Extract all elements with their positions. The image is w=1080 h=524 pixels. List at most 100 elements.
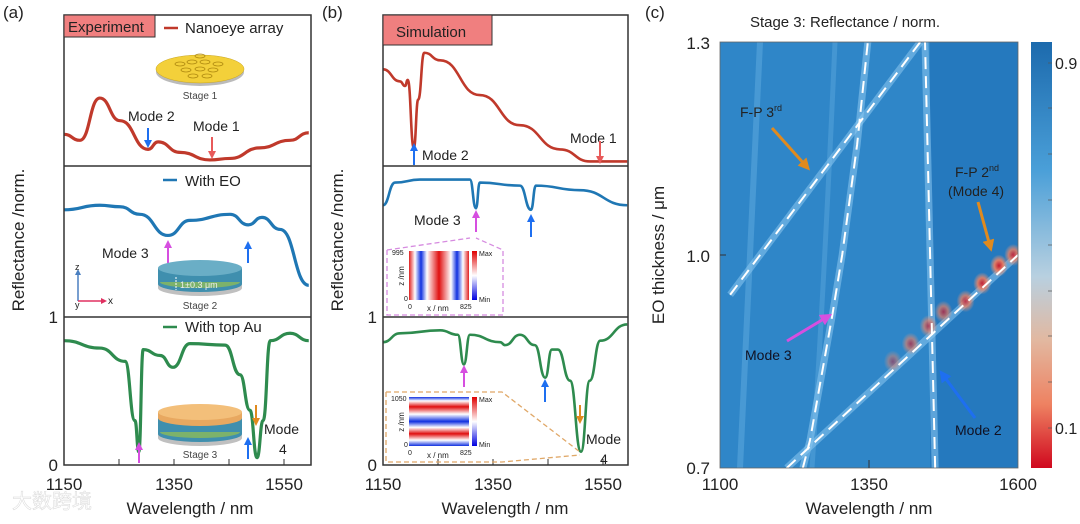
- y-axis-label: EO thickness / μm: [649, 186, 668, 324]
- ytick-0: 0: [49, 456, 58, 475]
- axis-z-label: z: [75, 262, 80, 272]
- y-axis-label: Reflectance /norm.: [9, 169, 28, 312]
- legend-eo: With EO: [185, 173, 241, 190]
- panel-b: Simulation Mode 2 Mode 1 Mode 3 995 0 0 …: [328, 14, 629, 518]
- stage3-illustration: [158, 404, 242, 446]
- inset-xlabel: x / nm: [427, 304, 449, 313]
- stage2-illustration: [158, 260, 242, 296]
- experiment-tag-text: Experiment: [68, 19, 145, 36]
- xtick-label: 1350: [155, 475, 193, 494]
- inset-xmax: 825: [460, 304, 472, 311]
- inset-xmax: 825: [460, 450, 472, 457]
- inset-xlabel: x / nm: [427, 451, 449, 460]
- colorbar: [1031, 42, 1052, 468]
- ytick-1: 1: [49, 308, 58, 327]
- inset-min: Min: [479, 297, 490, 304]
- series-line: [63, 96, 309, 162]
- panel-label-b: (b): [322, 3, 343, 22]
- mode3-label: Mode 3: [414, 212, 461, 228]
- xtick-label: 1150: [46, 475, 83, 494]
- panel-a-xticks: [63, 459, 285, 465]
- inset-zlabel: z /nm: [397, 266, 406, 286]
- xtick-label: 1550: [584, 475, 622, 494]
- mode3-label: Mode 3: [745, 347, 792, 363]
- reflectance-minimum: [973, 272, 992, 295]
- inset-xmin: 0: [408, 304, 412, 311]
- mode3-label: Mode 3: [102, 245, 149, 261]
- inset-zmax: 995: [392, 250, 404, 257]
- simulation-tag: [382, 14, 493, 46]
- mode2-label: Mode 2: [128, 108, 175, 124]
- reflectance-minimum: [919, 315, 938, 337]
- inset-xmin: 0: [408, 450, 412, 457]
- field-map: [409, 397, 469, 446]
- arrow-icon: [976, 201, 995, 252]
- y-axis-label: Reflectance /norm.: [328, 169, 347, 312]
- mode2-label: Mode 2: [955, 422, 1002, 438]
- axis-x-label: x: [108, 296, 113, 307]
- x-axis-label: Wavelength / nm: [127, 499, 254, 518]
- axis-y-label: y: [75, 300, 80, 310]
- panel-a-frame: [63, 14, 312, 466]
- series-line: [382, 323, 628, 453]
- mode-line-mode-3: [801, 42, 869, 468]
- arrow-icon: [770, 126, 811, 171]
- ytick-label: 1.0: [686, 247, 710, 266]
- fp3-label: F-P 3rd: [740, 103, 782, 120]
- inset-colorbar: [472, 397, 477, 446]
- field-map: [409, 251, 469, 300]
- legend-au: With top Au: [185, 319, 262, 336]
- colorbar-ticks: [1048, 62, 1052, 429]
- x-axis-label: Wavelength / nm: [806, 499, 933, 518]
- mode-line-f-p-3rd: [729, 42, 922, 296]
- field-inset-mode3: 995 0 0 825 x / nm z /nm Max Min: [386, 237, 504, 316]
- mode4-number: 4: [600, 451, 608, 467]
- x-axis-label: Wavelength / nm: [442, 499, 569, 518]
- reflectance-minimum: [934, 300, 953, 323]
- arrow-icon: [939, 370, 977, 419]
- inset-colorbar: [472, 251, 477, 300]
- series-line: [63, 331, 309, 460]
- ytick-0: 0: [368, 456, 377, 475]
- reflectance-minimum: [989, 254, 1008, 277]
- panel-label-c: (c): [645, 3, 665, 22]
- mode1-label: Mode 1: [570, 130, 617, 146]
- colorbar-tick-label: 0.1: [1055, 421, 1077, 438]
- thickness-label: 1±0.3 μm: [180, 280, 218, 290]
- mode4-label: Mode: [586, 431, 621, 447]
- heatmap: [720, 42, 1018, 468]
- mode2-label: Mode 2: [422, 147, 469, 163]
- mode-line-mode-2: [924, 42, 937, 468]
- legend-nanoeye: Nanoeye array: [185, 20, 284, 37]
- simulation-tag-text: Simulation: [396, 24, 466, 41]
- stage1-label: Stage 1: [183, 91, 218, 102]
- inset-max: Max: [479, 251, 493, 258]
- mode-line-f-p-2nd: [786, 254, 1018, 468]
- inset-zlabel: z /nm: [397, 412, 406, 432]
- ytick-label: 1.3: [686, 34, 710, 53]
- series-line: [382, 51, 628, 163]
- panel-a: Experiment Nanoeye array With EO With to…: [9, 14, 312, 518]
- reflectance-minimum: [883, 350, 902, 373]
- stage2-label: Stage 2: [183, 301, 218, 312]
- fp2-mode4-label: (Mode 4): [948, 183, 1004, 199]
- colorbar-tick-label: 0.9: [1055, 56, 1077, 73]
- panel-c: Stage 3: Reflectance / norm. F-P 3rd F-P…: [649, 14, 1077, 518]
- stage3-label: Stage 3: [183, 450, 218, 461]
- inset-zmin: 0: [404, 296, 408, 303]
- mode4-number: 4: [279, 441, 287, 457]
- inset-zmin: 0: [404, 442, 408, 449]
- reflectance-minimum: [901, 332, 920, 355]
- panel-b-frame: [382, 14, 629, 466]
- series-line: [63, 203, 310, 287]
- reflectance-minimum: [1004, 244, 1018, 266]
- xtick-label: 1350: [850, 475, 888, 494]
- panel-label-a: (a): [3, 3, 24, 22]
- mode1-label: Mode 1: [193, 118, 240, 134]
- xtick-label: 1350: [474, 475, 512, 494]
- xtick-label: 1150: [365, 475, 402, 494]
- heatmap-title: Stage 3: Reflectance / norm.: [750, 14, 940, 31]
- experiment-tag: [63, 14, 156, 38]
- field-inset-mode4: 1050 0 0 825 x / nm z /nm Max Min: [385, 391, 581, 463]
